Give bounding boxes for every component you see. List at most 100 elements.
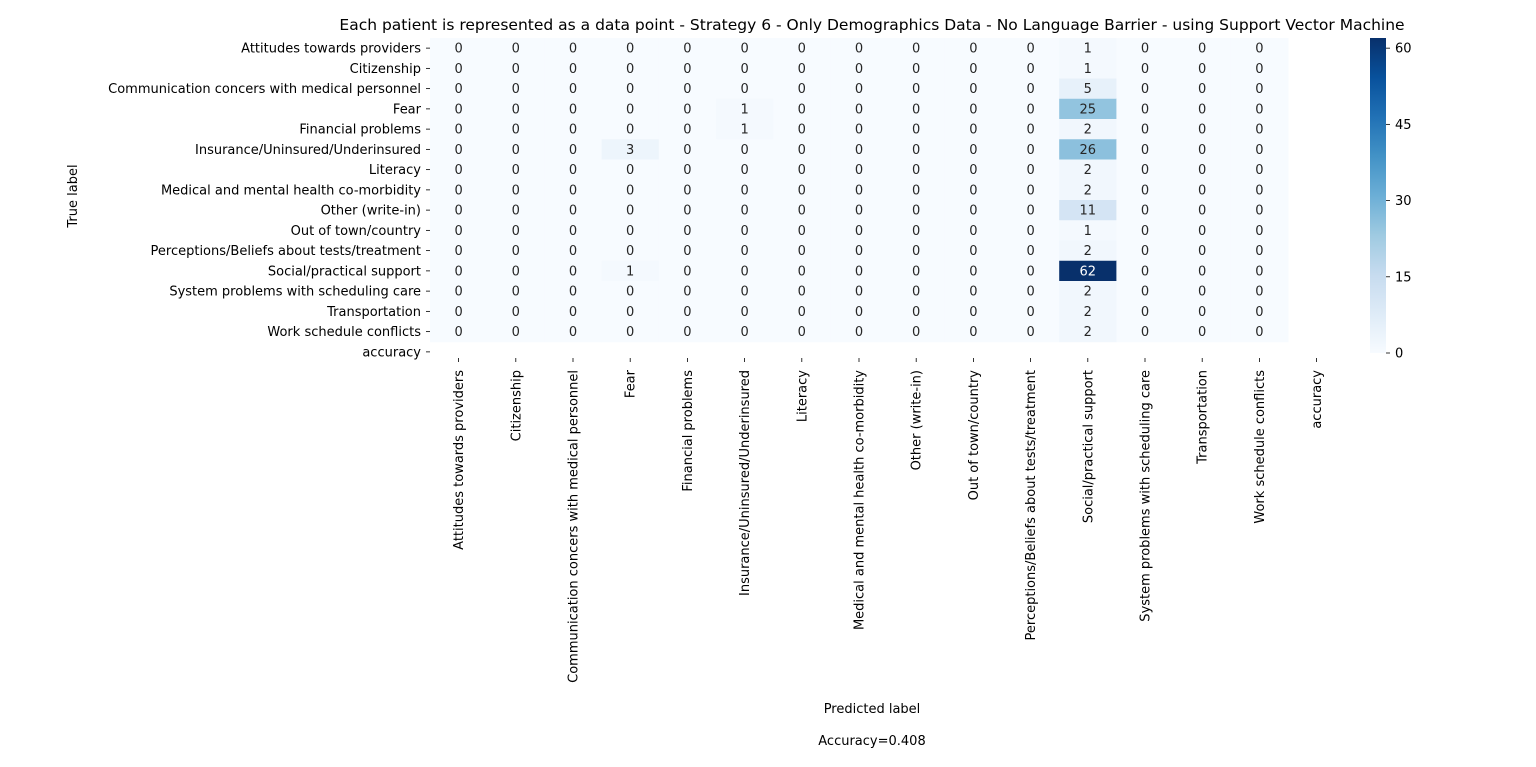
cell-value: 0	[512, 224, 520, 239]
cell-value: 1	[1084, 42, 1092, 57]
heatmap-cell	[601, 281, 660, 302]
cell-value: 0	[1255, 123, 1263, 138]
cell-value: 0	[1255, 224, 1263, 239]
heatmap-cell	[601, 38, 660, 59]
cell-value: 0	[626, 82, 634, 97]
heatmap-cell	[1002, 281, 1060, 302]
cell-value: 0	[1026, 62, 1034, 77]
col-tick-label: Other (write-in)	[910, 370, 925, 470]
cell-value: 0	[798, 123, 806, 138]
cell-value: 0	[569, 62, 577, 77]
heatmap-cell	[1230, 119, 1289, 140]
col-tick-label: Literacy	[795, 370, 810, 422]
cell-value: 0	[1141, 305, 1149, 320]
cell-value: 0	[740, 325, 748, 340]
heatmap-cell	[487, 58, 545, 79]
cell-value: 0	[683, 244, 691, 259]
heatmap-cell	[716, 240, 774, 262]
heatmap-cell	[1116, 58, 1175, 79]
cell-value: 0	[1255, 285, 1263, 300]
cell-value: 0	[740, 244, 748, 259]
cell-value: 0	[855, 305, 863, 320]
cell-value: 0	[798, 204, 806, 219]
cell-value: 0	[912, 62, 920, 77]
cell-value: 0	[1198, 305, 1206, 320]
col-tick-label: Fear	[624, 369, 639, 398]
heatmap-cell	[487, 78, 545, 100]
cell-value: 0	[626, 224, 634, 239]
heatmap-cell	[944, 220, 1003, 241]
cell-value: 1	[626, 264, 634, 279]
heatmap-cell	[1116, 159, 1175, 181]
cell-value: 0	[683, 285, 691, 300]
cell-value: 0	[569, 325, 577, 340]
cell-value: 0	[454, 325, 462, 340]
cell-value: 0	[1141, 244, 1149, 259]
heatmap-cell	[1116, 301, 1175, 322]
heatmap-cell	[601, 179, 660, 201]
heatmap-cell	[830, 200, 889, 221]
heatmap-cell	[830, 301, 889, 322]
heatmap-cell	[430, 179, 488, 201]
cell-value: 0	[512, 42, 520, 57]
cell-value: 0	[683, 224, 691, 239]
heatmap-cell	[1116, 98, 1175, 120]
cell-value: 0	[740, 285, 748, 300]
cell-value: 0	[1198, 62, 1206, 77]
heatmap-cell	[716, 119, 774, 140]
heatmap-cell	[944, 38, 1003, 59]
cell-value: 0	[569, 123, 577, 138]
heatmap-cell	[430, 281, 488, 302]
heatmap-cell	[944, 78, 1003, 100]
cell-value: 2	[1084, 285, 1092, 300]
cell-value: 2	[1084, 244, 1092, 259]
heatmap-cell	[658, 240, 717, 262]
heatmap-cell	[544, 220, 603, 241]
heatmap-cell	[887, 159, 946, 181]
col-tick-label: System problems with scheduling care	[1139, 370, 1154, 622]
cell-value: 0	[1198, 264, 1206, 279]
cell-value: 0	[569, 285, 577, 300]
cell-value: 0	[912, 143, 920, 158]
heatmap-cell	[601, 119, 660, 140]
cell-value: 0	[1198, 183, 1206, 198]
heatmap-cell	[944, 260, 1003, 282]
col-tick-label: Citizenship	[509, 370, 524, 441]
cell-value: 0	[912, 163, 920, 178]
row-tick-label: Work schedule conflicts	[267, 325, 421, 340]
cell-value: 0	[1141, 325, 1149, 340]
cell-value: 0	[1255, 325, 1263, 340]
col-tick-label: accuracy	[1310, 370, 1325, 429]
cell-value: 0	[798, 143, 806, 158]
heatmap-cell	[1002, 78, 1060, 100]
cell-value: 0	[1255, 82, 1263, 97]
cell-value: 0	[740, 305, 748, 320]
heatmap-cell	[658, 58, 717, 79]
heatmap-cell	[1173, 240, 1232, 262]
row-tick-label: Literacy	[369, 163, 421, 178]
cell-value: 0	[683, 325, 691, 340]
heatmap-cell	[1230, 281, 1289, 302]
heatmap-cell	[887, 220, 946, 241]
heatmap-cell	[1002, 179, 1060, 201]
heatmap-cell	[658, 281, 717, 302]
cell-value: 0	[569, 305, 577, 320]
heatmap-cell	[487, 139, 545, 160]
cell-value: 0	[1026, 305, 1034, 320]
heatmap-cell	[830, 159, 889, 181]
cell-value: 0	[1026, 204, 1034, 219]
heatmap-cell	[944, 159, 1003, 181]
cell-value: 0	[798, 183, 806, 198]
cell-value: 62	[1080, 264, 1097, 279]
heatmap-cell	[430, 220, 488, 241]
heatmap-cell	[830, 139, 889, 160]
cell-value: 2	[1084, 183, 1092, 198]
cell-value: 0	[569, 82, 577, 97]
cell-value: 0	[855, 204, 863, 219]
heatmap-cell	[716, 58, 774, 79]
row-tick-label: Citizenship	[350, 62, 421, 77]
cell-value: 0	[798, 102, 806, 117]
row-tick-label: Insurance/Uninsured/Underinsured	[195, 143, 421, 158]
heatmap-cell	[944, 139, 1003, 160]
